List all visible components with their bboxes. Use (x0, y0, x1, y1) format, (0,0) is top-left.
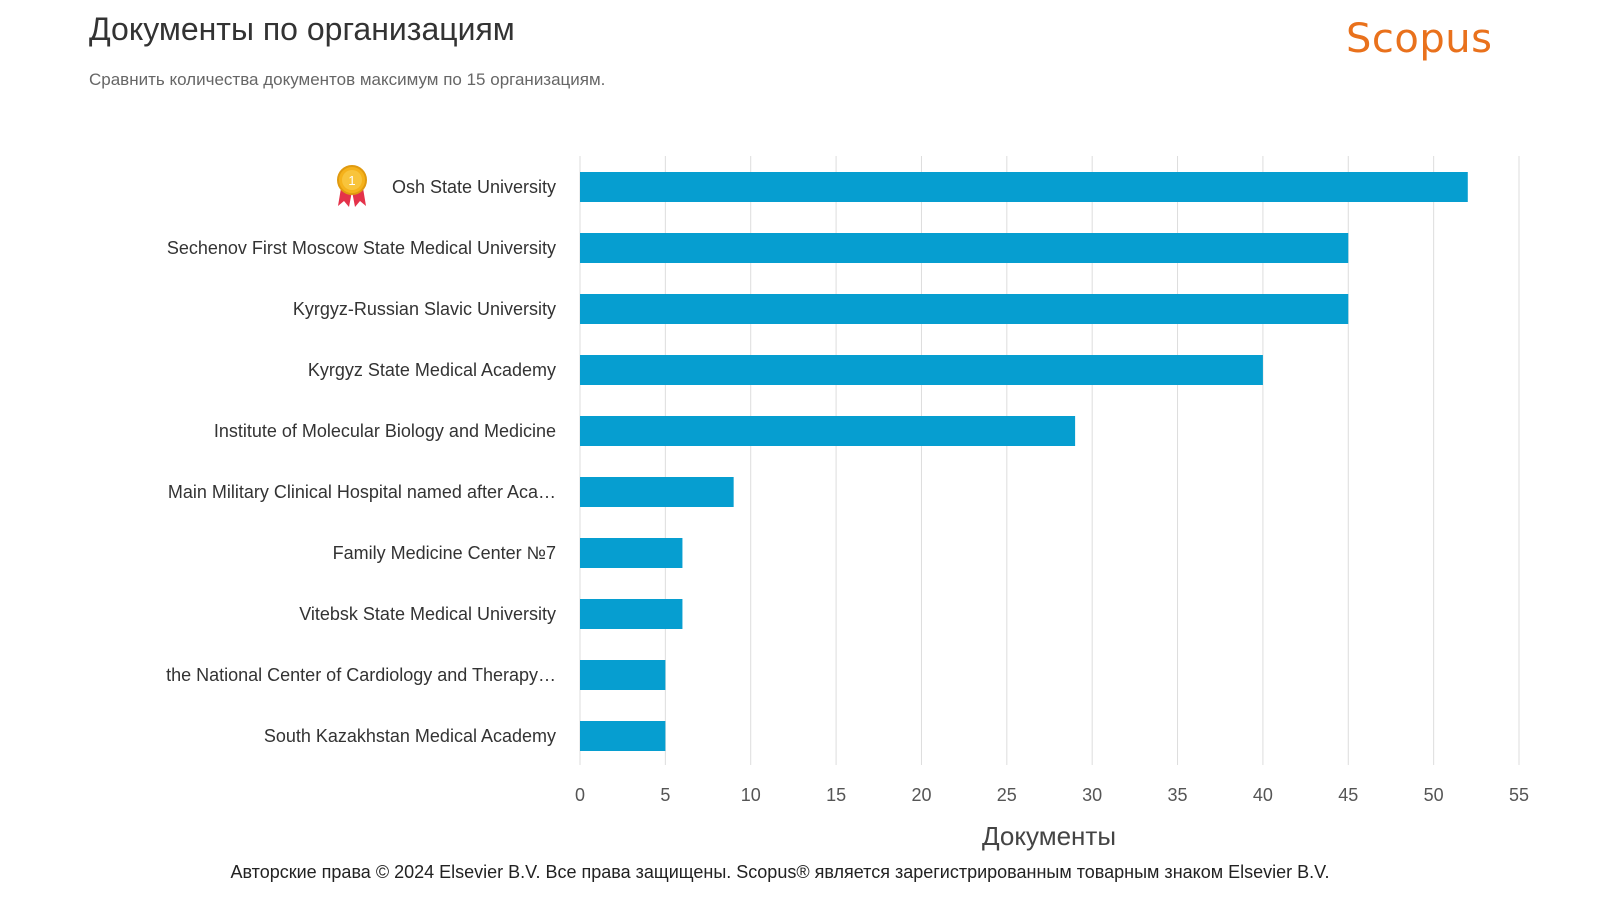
bar[interactable] (580, 355, 1263, 385)
x-tick-label: 15 (826, 785, 846, 805)
x-tick-label: 25 (997, 785, 1017, 805)
x-tick-label: 30 (1082, 785, 1102, 805)
x-tick-label: 20 (911, 785, 931, 805)
category-label: Sechenov First Moscow State Medical Univ… (167, 238, 556, 258)
x-tick-label: 50 (1424, 785, 1444, 805)
award-medal-icon: 1 (337, 165, 367, 207)
organizations-bar-chart: Osh State University Sechenov First Mosco… (166, 156, 1529, 851)
bar[interactable] (580, 233, 1349, 263)
x-tick-label: 40 (1253, 785, 1273, 805)
category-label: Kyrgyz-Russian Slavic University (293, 299, 556, 319)
category-label: the National Center of Cardiology and Th… (166, 665, 556, 685)
category-label: South Kazakhstan Medical Academy (264, 726, 556, 746)
category-label: Vitebsk State Medical University (299, 604, 556, 624)
bar[interactable] (580, 294, 1349, 324)
x-tick-label: 0 (575, 785, 585, 805)
award-rank-number: 1 (348, 173, 355, 188)
page-subtitle: Сравнить количества документов максимум … (89, 70, 606, 89)
bar[interactable] (580, 416, 1076, 446)
category-label: Osh State University (392, 177, 556, 197)
category-label: Institute of Molecular Biology and Medic… (214, 421, 556, 441)
category-label: Kyrgyz State Medical Academy (308, 360, 556, 380)
scopus-logo: Scopus (1346, 16, 1493, 62)
x-tick-label: 45 (1338, 785, 1358, 805)
page-title: Документы по организациям (89, 11, 515, 47)
x-tick-label: 10 (741, 785, 761, 805)
category-label: Main Military Clinical Hospital named af… (168, 482, 556, 502)
copyright-footer: Авторские права © 2024 Elsevier B.V. Все… (230, 862, 1330, 882)
bar[interactable] (580, 660, 666, 690)
bar[interactable] (580, 721, 666, 751)
x-axis-label: Документы (982, 821, 1116, 851)
category-label: Family Medicine Center №7 (333, 543, 556, 563)
bar[interactable] (580, 538, 683, 568)
bar[interactable] (580, 599, 683, 629)
bar[interactable] (580, 477, 734, 507)
bar[interactable] (580, 172, 1468, 202)
x-tick-label: 35 (1168, 785, 1188, 805)
x-tick-label: 55 (1509, 785, 1529, 805)
x-tick-label: 5 (660, 785, 670, 805)
